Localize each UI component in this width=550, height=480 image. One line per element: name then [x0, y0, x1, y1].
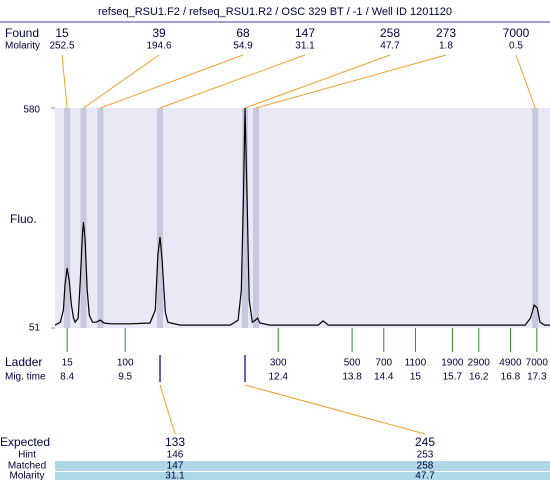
found-molarity: 1.8	[439, 41, 453, 52]
expected-label: Expected	[0, 435, 50, 449]
ladder-time: 8.4	[60, 372, 74, 383]
ladder-size: 100	[117, 358, 134, 369]
found-label: Found	[5, 26, 39, 40]
found-size: 147	[295, 26, 315, 40]
found-connector	[515, 54, 536, 109]
mig-time-label: Mig. time	[5, 372, 46, 383]
y-tick-label: 580	[23, 105, 40, 116]
ladder-time: 12.4	[268, 372, 288, 383]
molarity-row	[55, 472, 550, 480]
ladder-time: 15	[410, 372, 422, 383]
plot-area	[55, 108, 550, 328]
ladder-time: 15.7	[443, 372, 463, 383]
ladder-time: 17.3	[527, 372, 547, 383]
trace	[54, 107, 550, 326]
found-band	[80, 108, 87, 328]
ladder-time: 9.5	[118, 372, 132, 383]
molarity-value: 31.1	[165, 471, 185, 480]
ladder-label: Ladder	[5, 355, 42, 369]
matched-row	[55, 461, 550, 471]
molarity-label: Molarity	[9, 471, 44, 480]
found-connector	[244, 54, 391, 109]
y-tick-label: 51	[29, 323, 41, 334]
expected-connector	[159, 384, 176, 435]
y-axis-label: Fluo.	[10, 212, 37, 226]
ladder-size: 500	[344, 358, 361, 369]
header-band	[0, 0, 550, 22]
molarity-value: 47.7	[415, 471, 435, 480]
found-size: 273	[436, 26, 456, 40]
matched-value: 258	[417, 461, 434, 472]
hint-label: Hint	[18, 450, 36, 461]
matched-value: 147	[167, 461, 184, 472]
found-band	[157, 108, 164, 328]
ladder-time: 16.8	[501, 372, 521, 383]
found-size: 39	[152, 26, 166, 40]
found-band	[532, 108, 539, 328]
found-band	[241, 108, 248, 328]
ladder-size: 4900	[499, 358, 522, 369]
found-size: 68	[236, 26, 250, 40]
expected-size: 133	[165, 435, 185, 449]
ladder-time: 16.2	[469, 372, 489, 383]
ladder-size: 700	[375, 358, 392, 369]
found-connector	[100, 54, 244, 109]
found-molarity: 252.5	[49, 41, 74, 52]
ladder-size: 2900	[468, 358, 491, 369]
chart-title: refseq_RSU1.F2 / refseq_RSU1.R2 / OSC 32…	[98, 6, 452, 18]
expected-connector	[244, 384, 426, 435]
found-molarity: 47.7	[380, 41, 400, 52]
found-band	[97, 108, 104, 328]
found-molarity: 31.1	[295, 41, 315, 52]
found-molarity: 54.9	[233, 41, 253, 52]
found-connector	[61, 54, 68, 109]
found-band	[64, 108, 71, 328]
matched-label: Matched	[8, 461, 46, 472]
hint-value: 253	[417, 450, 434, 461]
ladder-size: 15	[62, 358, 74, 369]
expected-size: 245	[415, 435, 435, 449]
hint-value: 146	[167, 450, 184, 461]
found-molarity: 194.6	[146, 41, 171, 52]
ladder-time: 13.8	[342, 372, 362, 383]
ladder-size: 7000	[526, 358, 549, 369]
found-size: 7000	[503, 26, 530, 40]
found-connector	[255, 54, 447, 109]
found-molarity-label: Molarity	[5, 41, 40, 52]
found-band	[253, 108, 260, 328]
ladder-size: 300	[270, 358, 287, 369]
ladder-time: 14.4	[374, 372, 394, 383]
found-size: 15	[55, 26, 69, 40]
ladder-size: 1900	[441, 358, 464, 369]
ladder-size: 1100	[405, 358, 427, 369]
found-connector	[83, 54, 160, 109]
found-molarity: 0.5	[509, 41, 523, 52]
found-connector	[159, 54, 306, 109]
found-size: 258	[380, 26, 400, 40]
